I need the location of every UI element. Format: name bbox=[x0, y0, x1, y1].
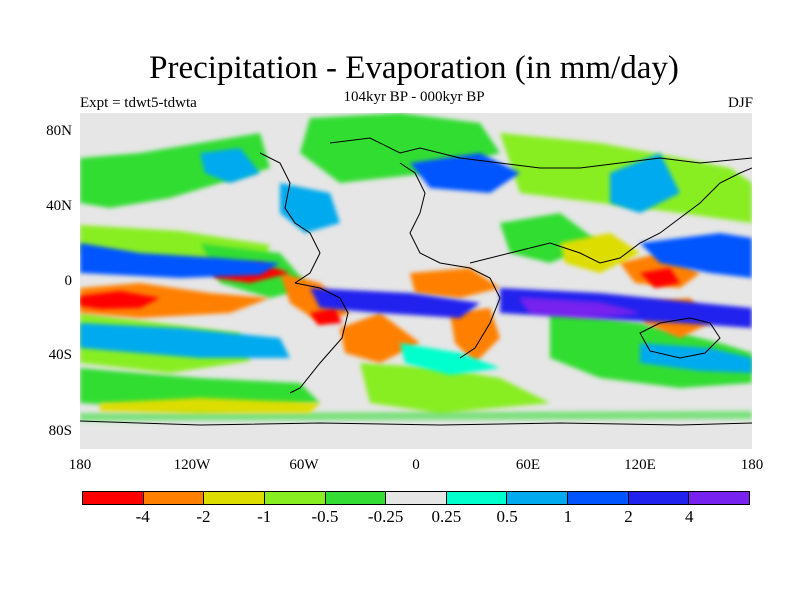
colorbar bbox=[82, 491, 750, 505]
colorbar-label: 1 bbox=[563, 507, 573, 526]
precip-evap-map bbox=[80, 113, 752, 449]
colorbar-label: -0.5 bbox=[311, 507, 339, 526]
lat-tick-80s: 80S bbox=[48, 423, 72, 439]
colorbar-segment bbox=[568, 492, 629, 504]
lat-tick-80n: 80N bbox=[46, 123, 72, 139]
colorbar-label: -0.25 bbox=[367, 507, 404, 526]
experiment-label: Expt = tdwt5-tdwta bbox=[80, 95, 197, 111]
colorbar-segment bbox=[689, 492, 750, 504]
colorbar-label: -4 bbox=[135, 507, 150, 526]
lon-tick-60e: 60E bbox=[515, 457, 541, 473]
colorbar-label: -1 bbox=[257, 507, 272, 526]
colorbar-label: 2 bbox=[624, 507, 633, 526]
lat-tick-40n: 40N bbox=[46, 198, 72, 214]
colorbar-segment bbox=[143, 492, 205, 504]
lon-tick-120e: 120E bbox=[624, 457, 656, 473]
colorbar-label: 0.5 bbox=[496, 507, 518, 526]
lon-tick-60w: 60W bbox=[289, 457, 319, 473]
colorbar-segment bbox=[628, 492, 690, 504]
colorbar-segment bbox=[386, 492, 447, 504]
wet-fields bbox=[80, 148, 752, 375]
colorbar-label: 0.25 bbox=[431, 507, 462, 526]
colorbar-segment bbox=[83, 492, 144, 504]
lat-tick-0: 0 bbox=[64, 273, 73, 289]
colorbar-segment bbox=[446, 492, 508, 504]
map-field bbox=[80, 113, 752, 426]
colorbar-segment bbox=[204, 492, 265, 504]
colorbar-segment bbox=[264, 492, 326, 504]
lon-tick-0: 0 bbox=[412, 457, 420, 473]
lon-tick-120w: 120W bbox=[173, 457, 211, 473]
colorbar-segment bbox=[507, 492, 569, 504]
colorbar-segment bbox=[325, 492, 387, 504]
lon-tick-180w: 180 bbox=[68, 457, 92, 473]
plot-subtitle: 104kyr BP - 000kyr BP bbox=[343, 89, 485, 105]
colorbar-label: 4 bbox=[685, 507, 694, 526]
colorbar-label: -2 bbox=[196, 507, 211, 526]
plot-title: Precipitation - Evaporation (in mm/day) bbox=[149, 50, 679, 86]
lat-tick-40s: 40S bbox=[48, 347, 72, 363]
coastlines bbox=[80, 137, 752, 426]
season-label: DJF bbox=[727, 95, 753, 111]
lon-tick-180e: 180 bbox=[740, 457, 764, 473]
